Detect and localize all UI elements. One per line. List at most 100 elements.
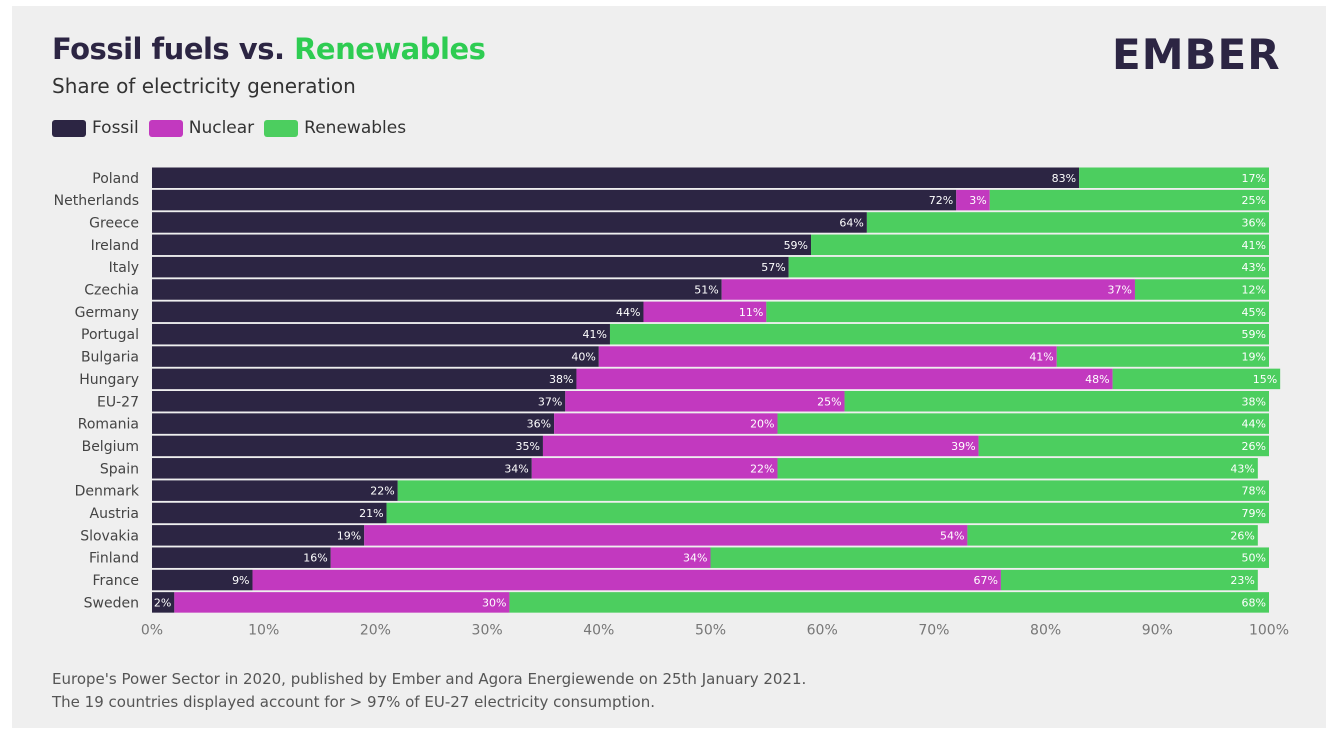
value-label-fossil-eu-27: 37% (538, 395, 562, 408)
x-tick-label: 60% (807, 623, 838, 639)
category-label-portugal: Portugal (81, 327, 139, 343)
value-label-nuclear-sweden: 30% (482, 596, 506, 609)
ember-logo: EMBER (1112, 30, 1281, 79)
legend-swatch-nuclear (148, 119, 183, 137)
x-tick-label: 50% (695, 623, 726, 639)
value-label-renewables-belgium: 26% (1242, 440, 1266, 453)
value-label-fossil-romania: 36% (527, 418, 551, 431)
value-label-fossil-finland: 16% (303, 552, 327, 565)
category-label-greece: Greece (89, 215, 139, 231)
bar-nuclear-france (252, 569, 1001, 591)
bar-nuclear-hungary (576, 368, 1113, 390)
value-label-nuclear-hungary: 48% (1085, 373, 1109, 386)
bar-fossil-austria (152, 502, 387, 524)
value-label-fossil-belgium: 35% (515, 440, 539, 453)
legend-label-renewables: Renewables (304, 118, 407, 138)
source-note: Europe's Power Sector in 2020, published… (52, 668, 806, 714)
bar-fossil-poland (152, 167, 1080, 188)
value-label-fossil-portugal: 41% (583, 328, 607, 341)
bar-renewables-bulgaria (1056, 346, 1269, 367)
bar-renewables-france (1000, 569, 1258, 591)
bar-renewables-denmark (397, 480, 1269, 501)
category-label-czechia: Czechia (84, 283, 139, 299)
bar-renewables-austria (386, 502, 1269, 524)
bar-fossil-hungary (152, 368, 577, 390)
legend-item-nuclear: Nuclear (148, 118, 255, 138)
category-label-eu-27: EU-27 (97, 394, 139, 410)
chart-title: Fossil fuels vs. Renewables (52, 32, 486, 66)
legend-item-renewables: Renewables (264, 118, 406, 138)
value-label-nuclear-finland: 34% (683, 552, 707, 565)
category-label-germany: Germany (75, 305, 139, 321)
bar-nuclear-finland (330, 547, 711, 568)
category-label-france: France (92, 573, 139, 589)
bar-renewables-germany (766, 301, 1269, 323)
bar-renewables-ireland (811, 234, 1269, 256)
bar-fossil-finland (152, 547, 331, 568)
value-label-renewables-austria: 79% (1242, 507, 1266, 520)
title-fossil-text: Fossil fuels vs. (52, 32, 285, 66)
x-tick-label: 30% (472, 623, 503, 639)
x-tick-label: 10% (248, 623, 279, 639)
bar-nuclear-romania (554, 413, 778, 434)
value-label-renewables-czechia: 12% (1242, 284, 1266, 297)
bar-renewables-hungary (1112, 368, 1281, 390)
legend-item-fossil: Fossil (52, 118, 139, 138)
bar-nuclear-spain (531, 458, 778, 479)
bar-renewables-czechia (1134, 279, 1269, 300)
legend-label-nuclear: Nuclear (188, 118, 255, 138)
value-label-fossil-poland: 83% (1052, 172, 1076, 185)
bar-renewables-romania (777, 413, 1269, 434)
bar-fossil-portugal (152, 323, 610, 345)
bar-renewables-belgium (978, 435, 1269, 457)
x-tick-label: 40% (583, 623, 614, 639)
value-label-renewables-greece: 36% (1242, 216, 1266, 229)
category-label-ireland: Ireland (91, 238, 139, 254)
value-label-fossil-bulgaria: 40% (571, 351, 595, 364)
value-label-fossil-germany: 44% (616, 306, 640, 319)
value-label-nuclear-bulgaria: 41% (1029, 351, 1053, 364)
value-label-nuclear-netherlands: 3% (969, 194, 986, 207)
bar-fossil-germany (152, 301, 644, 323)
bar-renewables-netherlands (989, 189, 1269, 211)
bar-fossil-belgium (152, 435, 543, 457)
bar-fossil-greece (152, 212, 867, 233)
bar-renewables-finland (710, 547, 1269, 568)
x-tick-label: 70% (918, 623, 949, 639)
category-label-finland: Finland (89, 551, 139, 567)
category-label-hungary: Hungary (79, 372, 139, 388)
bar-renewables-italy (788, 256, 1269, 278)
value-label-nuclear-romania: 20% (750, 418, 774, 431)
value-label-renewables-finland: 50% (1242, 552, 1266, 565)
bar-fossil-ireland (152, 234, 812, 256)
category-label-romania: Romania (78, 417, 139, 433)
bar-renewables-portugal (609, 323, 1269, 345)
value-label-renewables-ireland: 41% (1242, 239, 1266, 252)
value-label-fossil-ireland: 59% (784, 239, 808, 252)
value-label-fossil-italy: 57% (761, 261, 785, 274)
title-renewables-text: Renewables (294, 32, 486, 66)
chart-subtitle: Share of electricity generation (52, 74, 356, 98)
value-label-fossil-france: 9% (232, 574, 249, 587)
bar-renewables-spain (777, 458, 1258, 479)
bar-fossil-eu-27 (152, 391, 566, 412)
value-label-fossil-greece: 64% (839, 216, 863, 229)
value-label-fossil-czechia: 51% (694, 284, 718, 297)
value-label-renewables-poland: 17% (1242, 172, 1266, 185)
value-label-renewables-italy: 43% (1242, 261, 1266, 274)
bar-nuclear-germany (643, 301, 767, 323)
bar-nuclear-sweden (174, 592, 510, 613)
x-tick-label: 20% (360, 623, 391, 639)
value-label-fossil-hungary: 38% (549, 373, 573, 386)
bar-fossil-netherlands (152, 189, 957, 211)
value-label-renewables-netherlands: 25% (1242, 194, 1266, 207)
value-label-renewables-germany: 45% (1242, 306, 1266, 319)
value-label-renewables-spain: 43% (1230, 462, 1254, 475)
bar-fossil-spain (152, 458, 532, 479)
value-label-renewables-denmark: 78% (1242, 485, 1266, 498)
category-label-poland: Poland (92, 171, 139, 187)
value-label-fossil-denmark: 22% (370, 485, 394, 498)
bar-fossil-bulgaria (152, 346, 599, 367)
category-label-italy: Italy (109, 260, 139, 276)
